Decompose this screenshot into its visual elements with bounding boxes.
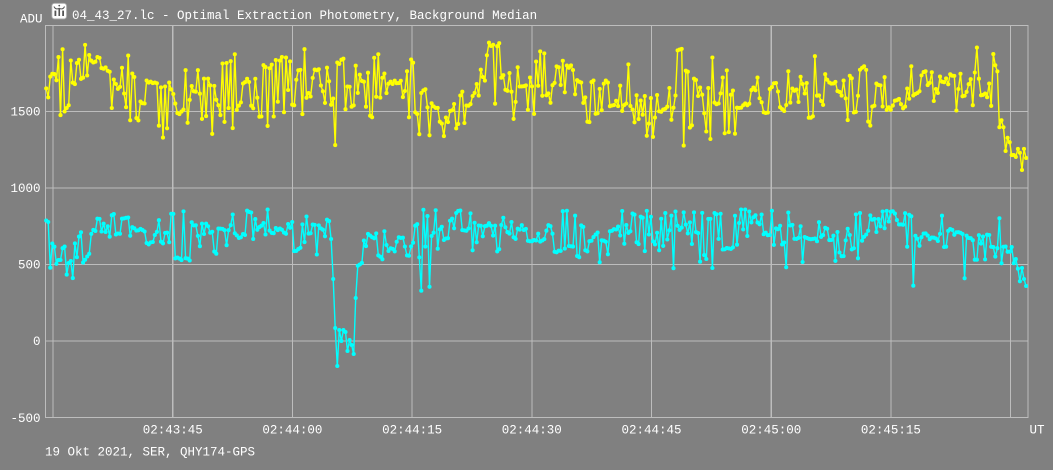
svg-text:02:45:15: 02:45:15 bbox=[861, 424, 921, 438]
svg-text:0: 0 bbox=[33, 335, 41, 349]
svg-text:-500: -500 bbox=[10, 412, 40, 426]
svg-text:02:44:00: 02:44:00 bbox=[262, 424, 322, 438]
svg-text:02:44:30: 02:44:30 bbox=[502, 424, 562, 438]
svg-text:1500: 1500 bbox=[10, 106, 40, 120]
svg-text:04_43_27.lc - Optimal Extracti: 04_43_27.lc - Optimal Extraction Photome… bbox=[72, 9, 537, 23]
svg-text:500: 500 bbox=[18, 259, 41, 273]
svg-text:UT: UT bbox=[1030, 424, 1046, 438]
svg-text:1000: 1000 bbox=[10, 182, 40, 196]
svg-text:02:44:15: 02:44:15 bbox=[382, 424, 442, 438]
svg-text:19 Okt 2021, SER, QHY174-GPS: 19 Okt 2021, SER, QHY174-GPS bbox=[45, 446, 255, 460]
svg-text:02:44:45: 02:44:45 bbox=[621, 424, 681, 438]
svg-text:02:43:45: 02:43:45 bbox=[143, 424, 203, 438]
svg-text:ADU: ADU bbox=[20, 13, 43, 27]
svg-text:02:45:00: 02:45:00 bbox=[741, 424, 801, 438]
